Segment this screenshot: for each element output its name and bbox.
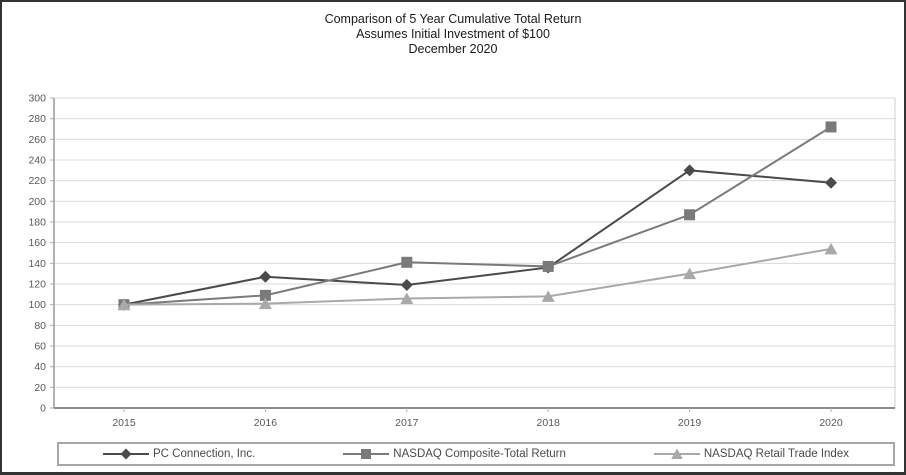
x-tick-label: 2015	[112, 417, 136, 429]
y-tick-label: 300	[28, 93, 46, 105]
legend-label: NASDAQ Retail Trade Index	[703, 448, 849, 460]
y-tick-label: 100	[28, 299, 46, 311]
y-tick-label: 140	[28, 258, 46, 270]
series-marker-triangle	[117, 298, 131, 311]
series-marker-triangle	[258, 297, 272, 310]
legend-item: PC Connection, Inc.	[103, 447, 255, 461]
y-tick-label: 80	[34, 320, 46, 332]
y-tick-label: 220	[28, 175, 46, 187]
series-marker-diamond	[259, 270, 272, 283]
legend-diamond-icon	[103, 448, 149, 460]
series-marker-square	[825, 121, 837, 133]
series-marker-diamond	[683, 164, 696, 177]
legend-item: NASDAQ Retail Trade Index	[653, 447, 849, 461]
y-tick-label: 60	[34, 341, 46, 353]
legend: PC Connection, Inc. NASDAQ Composite-Tota…	[57, 442, 895, 466]
y-tick-label: 120	[28, 279, 46, 291]
y-tick-label: 160	[28, 237, 46, 249]
series-marker-diamond	[825, 176, 837, 189]
legend-triangle-icon	[653, 448, 700, 459]
y-tick-label: 180	[28, 217, 46, 229]
series-marker-triangle	[541, 290, 555, 302]
y-tick-label: 260	[28, 134, 46, 146]
y-tick-label: 0	[40, 403, 46, 415]
y-tick-label: 200	[28, 196, 46, 208]
series-line	[123, 247, 832, 306]
x-tick-label: 2017	[395, 417, 419, 429]
x-tick-label: 2018	[537, 417, 561, 429]
series-marker-triangle	[683, 267, 697, 280]
chart-title-line3: December 2020	[408, 42, 498, 56]
legend-item: NASDAQ Composite-Total Return	[343, 447, 566, 461]
series-marker-triangle	[824, 242, 838, 255]
chart-title-line2: Assumes Initial Investment of $100	[356, 27, 550, 41]
series-marker-triangle	[400, 292, 414, 304]
y-tick-label: 20	[34, 382, 46, 394]
series-marker-square	[684, 209, 696, 221]
y-tick-label: 40	[34, 361, 46, 373]
chart-title-line1: Comparison of 5 Year Cumulative Total Re…	[324, 12, 582, 26]
legend-label: PC Connection, Inc.	[153, 448, 256, 460]
series-marker-diamond	[400, 279, 413, 292]
series-marker-square	[542, 260, 554, 272]
series-marker-square	[401, 256, 413, 268]
y-tick-label: 240	[28, 155, 46, 167]
x-tick-label: 2016	[254, 417, 278, 429]
series-marker-square	[259, 289, 271, 301]
y-tick-label: 280	[28, 113, 46, 125]
chart-title: Comparison of 5 Year Cumulative Total Re…	[2, 12, 904, 57]
series-line	[123, 126, 832, 306]
x-tick-label: 2019	[678, 417, 702, 429]
x-tick-label: 2020	[819, 417, 843, 429]
legend-square-icon	[343, 449, 390, 459]
legend-label: NASDAQ Composite-Total Return	[393, 448, 566, 460]
series-line	[123, 169, 832, 306]
